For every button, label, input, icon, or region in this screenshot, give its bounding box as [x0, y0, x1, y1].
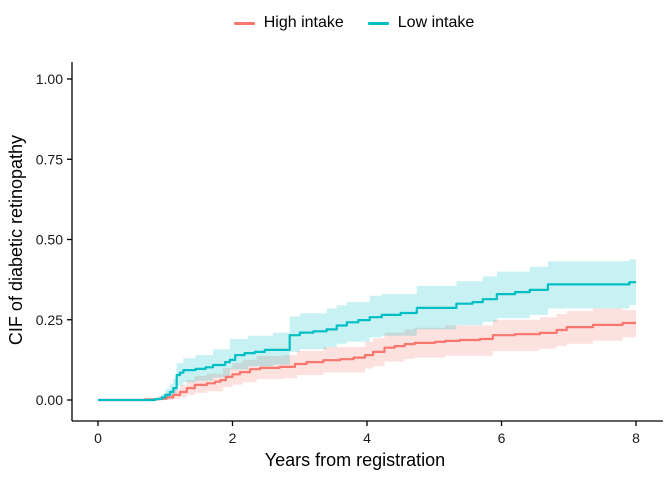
- low-intake-step-curve: [98, 281, 636, 402]
- legend-item-high-intake: High intake: [233, 14, 344, 31]
- high-intake-step-curve: [98, 321, 636, 402]
- y-tick-label: 0.25: [36, 312, 63, 328]
- high-intake-line-swatch: [233, 21, 255, 25]
- x-tick-label: 8: [632, 430, 640, 446]
- axes-layer: 0.00 0.25 0.50 0.75 1.00 0 2 4 6 8: [36, 62, 663, 446]
- y-tick-label: 0.50: [36, 232, 63, 248]
- x-tick-label: 4: [363, 430, 371, 446]
- x-axis-title: Years from registration: [265, 450, 445, 470]
- x-tick-label: 0: [94, 430, 102, 446]
- low-intake-line-swatch: [367, 21, 389, 25]
- legend-label-low-intake: Low intake: [397, 14, 475, 31]
- plot-legend: High intake Low intake: [36, 12, 672, 34]
- high-intake-confidence-band: [145, 308, 636, 400]
- x-tick-label: 2: [229, 430, 237, 446]
- y-tick-label: 1.00: [36, 71, 63, 87]
- y-tick-label: 0.00: [36, 392, 63, 408]
- step-curves-layer: [98, 281, 636, 402]
- legend-item-low-intake: Low intake: [367, 14, 475, 31]
- y-tick-label: 0.75: [36, 151, 63, 167]
- legend-label-high-intake: High intake: [263, 14, 344, 31]
- y-axis-title: CIF of diabetic retinopathy: [6, 135, 26, 345]
- x-tick-label: 6: [498, 430, 506, 446]
